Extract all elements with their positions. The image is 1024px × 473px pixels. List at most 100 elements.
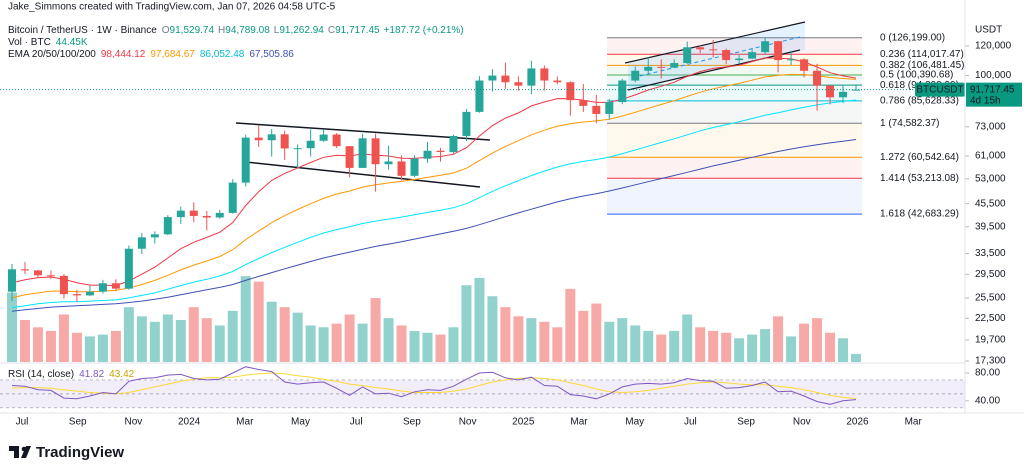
volume-bar (578, 310, 589, 362)
x-tick-label: Nov (125, 417, 143, 428)
candle-body (605, 102, 614, 114)
ema-line (11, 57, 857, 287)
rsi-ma-value: 43.42 (109, 369, 134, 380)
x-tick-label: 2025 (512, 417, 535, 428)
ema-line (11, 139, 857, 312)
candle-body (267, 134, 276, 141)
volume-legend: Vol · BTC 44.45K (8, 37, 88, 48)
volume-bar (500, 307, 511, 362)
symbol-tag-text: BTCUSDT (916, 84, 963, 95)
volume-bar (214, 325, 225, 362)
ohlc-key: C (328, 25, 335, 36)
volume-bar (149, 321, 160, 362)
trend-line (624, 21, 806, 64)
volume-bar (110, 330, 121, 362)
candle-body (176, 210, 185, 218)
volume-bar (305, 325, 316, 362)
y-tick-label: 61,000 (975, 151, 1006, 162)
volume-bar (552, 327, 563, 362)
logo-icon (21, 446, 27, 452)
x-tick-label: Mar (236, 417, 254, 428)
candle-body (215, 212, 224, 218)
ohlc-key: H (218, 25, 225, 36)
rsi-title: RSI (14, close) (8, 369, 74, 380)
candle-body (280, 134, 289, 149)
candle-body (670, 63, 679, 68)
x-tick-label: Mar (570, 417, 588, 428)
candle-body (98, 283, 107, 292)
rsi-legend: RSI (14, close) 41.82 43.42 (8, 369, 135, 380)
candle-body (293, 148, 302, 150)
candle-body (462, 111, 471, 136)
volume-bar (526, 318, 537, 362)
volume-bar (84, 336, 95, 362)
logo: TradingView (9, 444, 124, 461)
plot: 120,000 100,000 73,000 61,000 53,000 45,500 39… (0, 37, 1022, 428)
rsi-tick-label: 40.00 (975, 395, 1000, 406)
candle-body (345, 146, 354, 168)
fib-band (607, 85, 862, 101)
volume-bar (344, 314, 355, 362)
candle-body (683, 47, 692, 64)
volume-bar (539, 321, 550, 362)
volume-bar (630, 325, 641, 362)
candle-body (423, 150, 432, 159)
volume-bar (591, 303, 602, 362)
ohlc-value: 94,789.08 (225, 25, 270, 36)
logo-text: TradingView (36, 444, 124, 461)
volume-bar (812, 318, 823, 362)
rsi-line (11, 366, 857, 405)
rsi-tick-label: 80.00 (975, 368, 1000, 379)
candle-body (436, 150, 445, 153)
volume-bar (188, 307, 199, 362)
volume-bar (201, 318, 212, 362)
volume-bar (617, 318, 628, 362)
fib-label: 0.5 (100,390.68) (880, 70, 953, 81)
fib-label: 0.236 (114,017.47) (880, 49, 964, 60)
volume-bar (71, 332, 82, 362)
candle-body (514, 82, 523, 86)
volume-bar (838, 338, 849, 362)
ema-value: 67,505.86 (249, 49, 294, 60)
fib-band (607, 100, 862, 124)
volume-bar (669, 330, 680, 362)
fib-label: 0.382 (106,481.45) (880, 60, 965, 71)
y-tick-label: 29,500 (975, 269, 1006, 280)
ema-name: EMA 20/50/100/200 (8, 49, 96, 60)
candle-body (59, 275, 68, 295)
fib-band (607, 157, 862, 179)
x-tick-label: May (291, 417, 310, 428)
volume-bar (58, 314, 69, 362)
fib-label: 1.618 (42,683.29) (880, 209, 959, 220)
x-tick-label: Mar (905, 417, 923, 428)
candle-body (20, 269, 29, 271)
currency: USDT (975, 25, 1002, 36)
symbol-name: Bitcoin / TetherUS · 1W · Binance (8, 25, 157, 36)
volume-bar (136, 316, 147, 362)
candle-body (501, 75, 510, 83)
symbol-tag (915, 82, 965, 97)
candle-body (137, 237, 146, 249)
trend-line (245, 161, 481, 188)
candle-body (332, 134, 341, 147)
candle-body (527, 68, 536, 86)
volume-bar (357, 323, 368, 362)
ohlc-key: O (162, 25, 170, 36)
x-tick-label: Sep (69, 417, 87, 428)
volume-bar (448, 327, 459, 362)
volume-bar (7, 292, 17, 362)
candle-body (761, 41, 770, 53)
volume-bar (435, 334, 446, 362)
countdown: 4d 15h (970, 95, 1001, 106)
candle-body (371, 138, 380, 165)
volume-bar (45, 330, 56, 362)
symbol: Bitcoin / TetherUS · 1W · Binance O91,529… (8, 25, 464, 36)
y-tick-label: 45,500 (975, 198, 1006, 209)
fib-band (607, 65, 862, 75)
y-tick-label: 100,000 (975, 70, 1012, 81)
volume-bar (708, 330, 719, 362)
candle-body (826, 85, 835, 98)
candle-body (644, 66, 653, 71)
change: +187.72 (+0.21%) (384, 25, 464, 36)
volume-bar (513, 316, 524, 362)
